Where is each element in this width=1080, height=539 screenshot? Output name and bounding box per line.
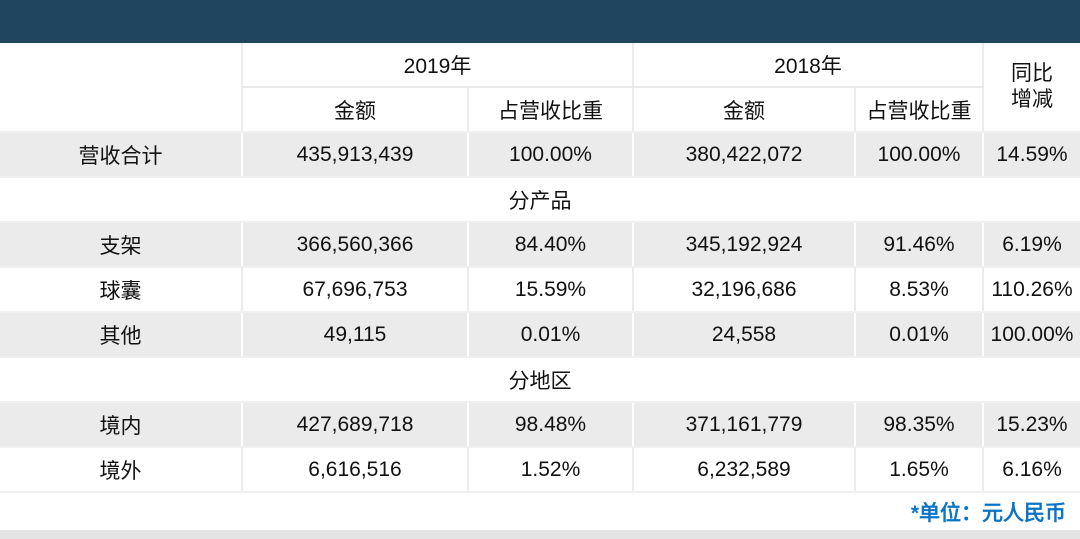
- yoy-header: 同比 增减: [983, 43, 1080, 133]
- table-header: 2019年 2018年 同比增减 金额 占营收比重 金额 占营收比重: [0, 43, 1080, 133]
- share-2018: 8.53%: [855, 267, 984, 313]
- row-label: 球囊: [0, 267, 243, 313]
- share-2019: 1.52%: [468, 447, 634, 493]
- share-2018: 0.01%: [855, 312, 984, 358]
- footer: *单位：元人民币: [0, 493, 1080, 530]
- amount-2018: 380,422,072: [633, 132, 856, 178]
- table-row: 境内 427,689,718 98.48% 371,161,779 98.35% 15.2…: [0, 402, 1080, 448]
- share-2018: 91.46%: [855, 222, 984, 268]
- yoy-change: 6.16%: [983, 447, 1080, 493]
- yoy-change: 14.59%: [983, 132, 1080, 178]
- section-row: 分产品: [0, 177, 1080, 223]
- amount-2018: 32,196,686: [633, 267, 856, 313]
- yoy-header-line1: 同比: [1011, 61, 1053, 85]
- row-label: 境内: [0, 402, 243, 448]
- row-label: 支架: [0, 222, 243, 268]
- share-2019: 84.40%: [468, 222, 634, 268]
- yoy-change: 15.23%: [983, 402, 1080, 448]
- amount-2019: 366,560,366: [242, 222, 469, 268]
- amount-2019: 435,913,439: [242, 132, 469, 178]
- section-label: 分产品: [0, 177, 1080, 223]
- row-label: 境外: [0, 447, 243, 493]
- amount-2019: 49,115: [242, 312, 469, 358]
- subheader-row: 金额 占营收比重 金额 占营收比重: [0, 87, 1080, 133]
- table-row: 支架 366,560,366 84.40% 345,192,924 91.46% 6.19…: [0, 222, 1080, 268]
- yoy-header-line2: 增减: [1011, 88, 1053, 111]
- share-2019: 100.00%: [468, 132, 634, 178]
- revenue-table: 2019年 2018年 同比 增减 金额 占营收比重 金额 占营收比重 营收合计 4…: [0, 43, 1080, 493]
- section-label: 分地区: [0, 357, 1080, 403]
- share-2019: 98.48%: [468, 402, 634, 448]
- yoy-change: 6.19%: [983, 222, 1080, 268]
- year-2019-header: 2019年: [242, 43, 634, 88]
- share-2018: 100.00%: [855, 132, 984, 178]
- amount-2019: 67,696,753: [242, 267, 469, 313]
- amount-header-2019: 金额: [242, 87, 469, 133]
- share-2018: 1.65%: [855, 447, 984, 493]
- row-label: 其他: [0, 312, 243, 358]
- year-2018-header: 2018年: [633, 43, 984, 88]
- year-header-row: 2019年 2018年 同比增减: [0, 43, 1080, 133]
- section-row: 分地区: [0, 357, 1080, 403]
- table-row: 营收合计 435,913,439 100.00% 380,422,072 100.00%…: [0, 132, 1080, 178]
- share-2018: 98.35%: [855, 402, 984, 448]
- amount-2019: 427,689,718: [242, 402, 469, 448]
- amount-2018: 371,161,779: [633, 402, 856, 448]
- table-row: 境外 6,616,516 1.52% 6,232,589 1.65% 6.16%: [0, 447, 1080, 493]
- row-label: 营收合计: [0, 132, 243, 178]
- amount-header-2018: 金额: [633, 87, 856, 133]
- table-body: 营收合计 435,913,439 100.00% 380,422,072 100.00%…: [0, 132, 1080, 493]
- bottom-strip: [0, 530, 1080, 539]
- share-2019: 15.59%: [468, 267, 634, 313]
- yoy-change: 100.00%: [983, 312, 1080, 358]
- share-2019: 0.01%: [468, 312, 634, 358]
- yoy-change: 110.26%: [983, 267, 1080, 313]
- amount-2019: 6,616,516: [242, 447, 469, 493]
- table-row: 球囊 67,696,753 15.59% 32,196,686 8.53% 110.26%: [0, 267, 1080, 313]
- amount-2018: 345,192,924: [633, 222, 856, 268]
- top-banner: [0, 0, 1080, 43]
- amount-2018: 24,558: [633, 312, 856, 358]
- share-header-2018: 占营收比重: [855, 87, 984, 133]
- unit-note: *单位：元人民币: [910, 501, 1066, 525]
- blank-corner-cell: [0, 43, 243, 133]
- share-header-2019: 占营收比重: [468, 87, 634, 133]
- amount-2018: 6,232,589: [633, 447, 856, 493]
- table-row: 其他 49,115 0.01% 24,558 0.01% 100.00%: [0, 312, 1080, 358]
